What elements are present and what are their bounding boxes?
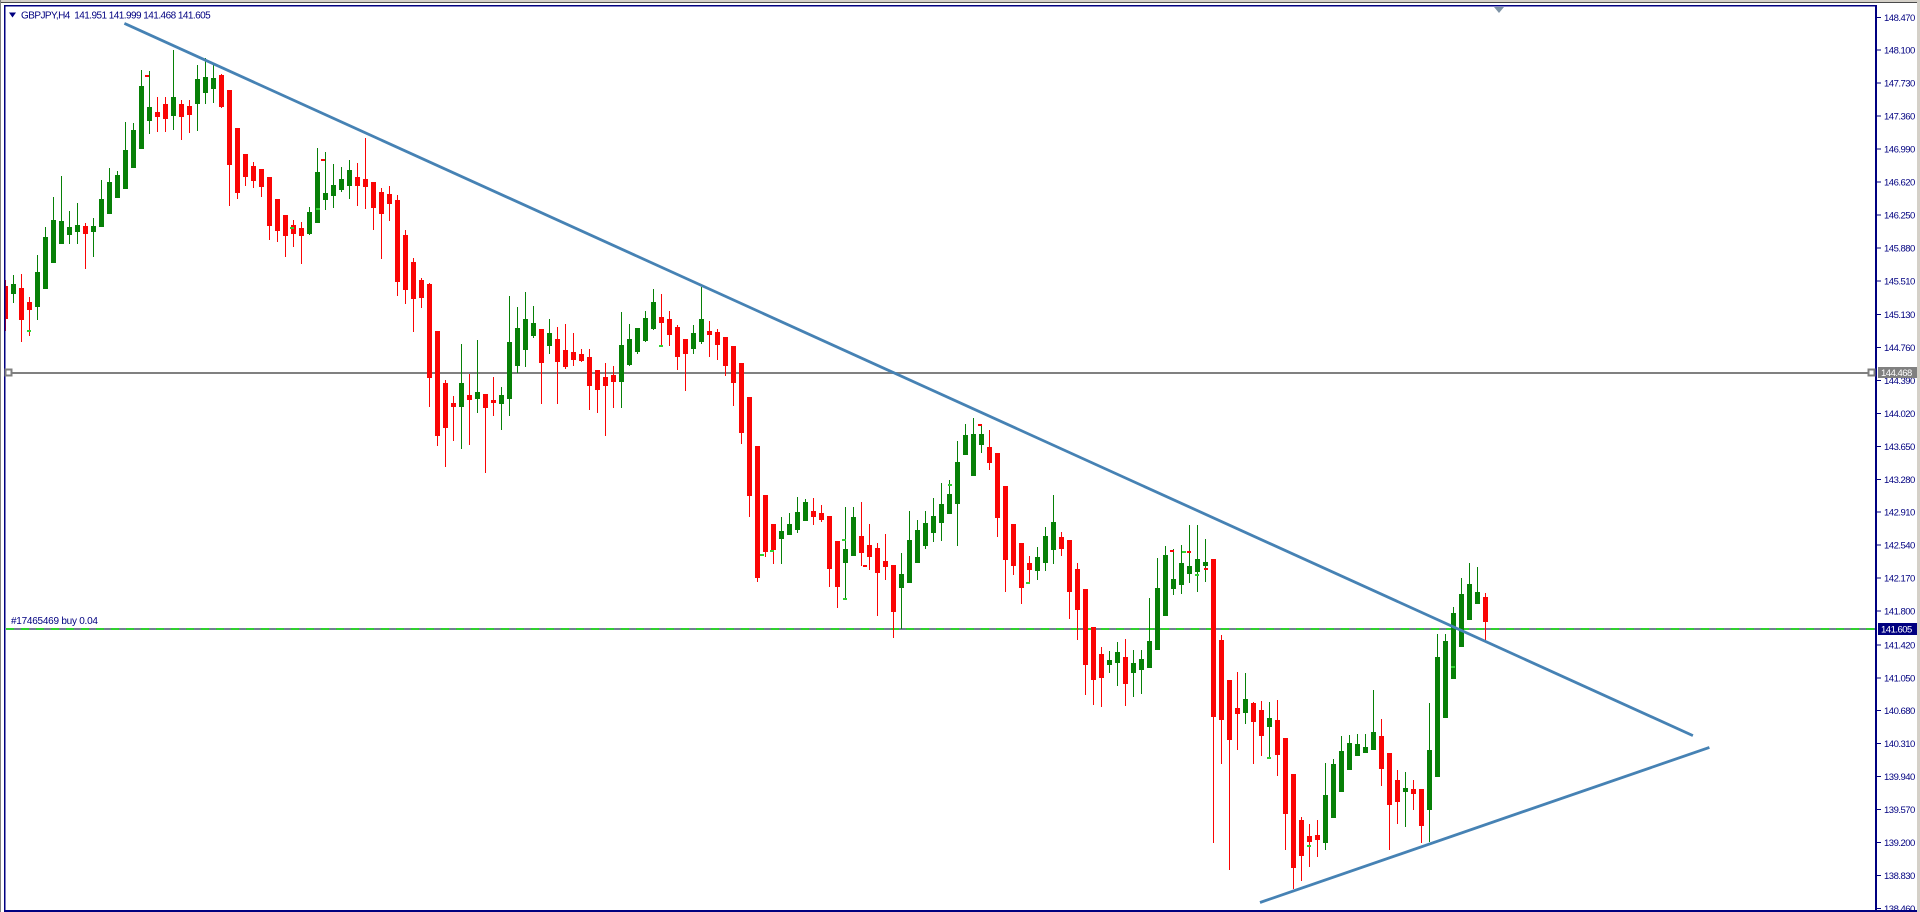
svg-text:139.940: 139.940	[1884, 772, 1915, 783]
svg-text:141.800: 141.800	[1884, 607, 1915, 618]
svg-text:138.460: 138.460	[1884, 904, 1915, 912]
svg-text:#17465469 buy 0.04: #17465469 buy 0.04	[11, 616, 98, 627]
svg-text:146.250: 146.250	[1884, 210, 1915, 221]
svg-text:147.730: 147.730	[1884, 79, 1915, 90]
svg-text:142.170: 142.170	[1884, 574, 1915, 585]
svg-text:146.990: 146.990	[1884, 145, 1915, 156]
svg-text:139.200: 139.200	[1884, 838, 1915, 849]
svg-text:141.605: 141.605	[1881, 625, 1912, 636]
svg-text:143.650: 143.650	[1884, 442, 1915, 453]
svg-text:140.310: 140.310	[1884, 739, 1915, 750]
svg-text:142.910: 142.910	[1884, 508, 1915, 519]
svg-text:143.280: 143.280	[1884, 475, 1915, 486]
svg-text:140.680: 140.680	[1884, 706, 1915, 717]
svg-text:147.360: 147.360	[1884, 112, 1915, 123]
svg-text:142.540: 142.540	[1884, 541, 1915, 552]
svg-text:GBPJPY,H4 141.951 141.999 141: GBPJPY,H4 141.951 141.999 141.468 141.60…	[21, 11, 211, 22]
svg-text:144.468: 144.468	[1881, 368, 1912, 379]
svg-text:138.830: 138.830	[1884, 871, 1915, 882]
svg-text:141.420: 141.420	[1884, 640, 1915, 651]
svg-text:145.130: 145.130	[1884, 310, 1915, 321]
svg-text:144.760: 144.760	[1884, 343, 1915, 354]
svg-text:141.050: 141.050	[1884, 673, 1915, 684]
svg-text:145.510: 145.510	[1884, 276, 1915, 287]
svg-text:148.100: 148.100	[1884, 46, 1915, 57]
svg-text:144.020: 144.020	[1884, 409, 1915, 420]
svg-text:148.470: 148.470	[1884, 13, 1915, 24]
svg-text:145.880: 145.880	[1884, 243, 1915, 254]
svg-text:144.390: 144.390	[1884, 376, 1915, 387]
svg-text:146.620: 146.620	[1884, 177, 1915, 188]
svg-text:139.570: 139.570	[1884, 805, 1915, 816]
